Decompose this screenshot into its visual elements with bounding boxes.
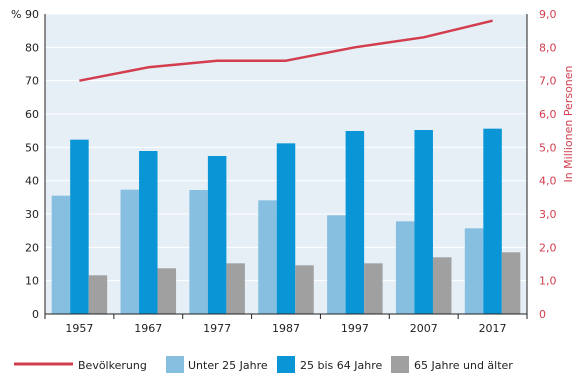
- left-axis-unit: %: [11, 8, 21, 21]
- x-tick-label: 2007: [410, 322, 438, 335]
- bar: [414, 130, 433, 314]
- left-tick-label: 50: [25, 141, 39, 154]
- legend-label: 65 Jahre und älter: [414, 359, 513, 372]
- bar: [121, 190, 139, 314]
- right-tick-label: 5,0: [539, 141, 557, 154]
- bar: [158, 268, 177, 314]
- right-tick-label: 7,0: [539, 75, 557, 88]
- x-tick-label: 1977: [203, 322, 231, 335]
- x-tick-label: 2017: [479, 322, 507, 335]
- x-tick-label: 1957: [65, 322, 93, 335]
- left-tick-label: 0: [32, 308, 39, 321]
- bar: [208, 156, 227, 314]
- bar: [89, 275, 108, 314]
- left-tick-label: 30: [25, 208, 39, 221]
- right-tick-label: 1,0: [539, 275, 557, 288]
- legend-label: Unter 25 Jahre: [188, 359, 268, 372]
- legend-label: 25 bis 64 Jahre: [300, 359, 382, 372]
- left-tick-label: 60: [25, 108, 39, 121]
- bar: [465, 228, 484, 314]
- right-tick-label: 3,0: [539, 208, 557, 221]
- right-tick-label: 0: [539, 308, 546, 321]
- left-tick-label: 20: [25, 241, 39, 254]
- legend-swatch-box: [166, 356, 184, 373]
- right-tick-label: 8,0: [539, 41, 557, 54]
- right-axis-label: In Millionen Personen: [562, 65, 575, 182]
- left-tick-label: 40: [25, 175, 39, 188]
- bar: [327, 215, 346, 314]
- bar: [295, 265, 314, 314]
- bar: [364, 263, 383, 314]
- bar: [277, 143, 296, 314]
- right-tick-label: 6,0: [539, 108, 557, 121]
- bar: [70, 140, 89, 314]
- bar: [52, 196, 71, 314]
- x-tick-label: 1987: [272, 322, 300, 335]
- left-tick-label: 10: [25, 275, 39, 288]
- right-tick-label: 2,0: [539, 241, 557, 254]
- x-tick-label: 1967: [134, 322, 162, 335]
- legend-swatch-box: [277, 356, 295, 373]
- bar: [258, 200, 277, 314]
- bar: [502, 252, 520, 314]
- left-tick-label: 90: [25, 8, 39, 21]
- bar: [226, 263, 245, 314]
- bar: [346, 131, 365, 314]
- bar: [483, 129, 502, 314]
- bar: [139, 151, 158, 314]
- right-tick-label: 9,0: [539, 8, 557, 21]
- right-tick-label: 4,0: [539, 175, 557, 188]
- left-tick-label: 70: [25, 75, 39, 88]
- left-tick-label: 80: [25, 41, 39, 54]
- x-tick-label: 1997: [341, 322, 369, 335]
- bar: [189, 190, 208, 314]
- legend-label: Bevölkerung: [78, 359, 147, 372]
- bar: [396, 221, 415, 314]
- bar: [433, 257, 452, 314]
- legend-swatch-box: [391, 356, 409, 373]
- legend: Bevölkerung Unter 25 Jahre 25 bis 64 Jahre…: [14, 356, 513, 373]
